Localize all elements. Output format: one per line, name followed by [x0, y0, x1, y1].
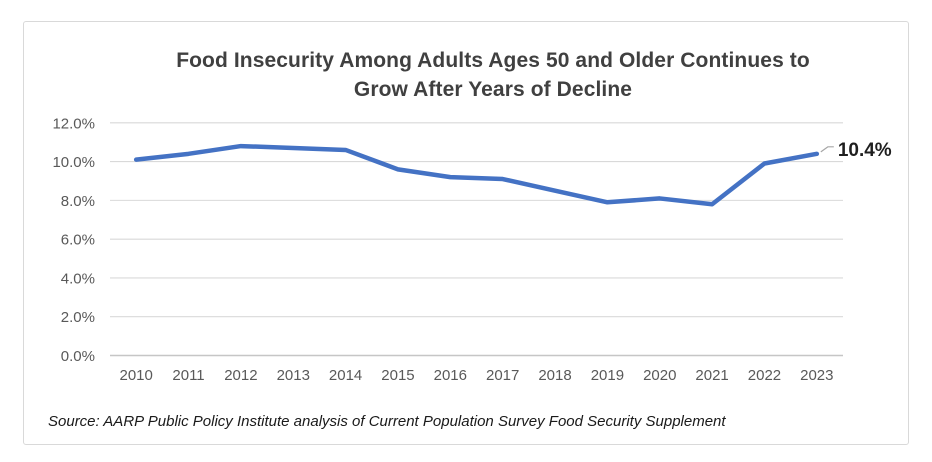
- y-axis-tick-label: 10.0%: [52, 154, 95, 171]
- x-axis-tick-label: 2013: [277, 367, 310, 384]
- x-axis-tick-label: 2010: [119, 367, 152, 384]
- x-axis-tick-label: 2011: [172, 367, 204, 384]
- x-axis-tick-label: 2022: [748, 367, 781, 384]
- y-axis-tick-label: 4.0%: [61, 270, 95, 287]
- y-axis-tick-label: 8.0%: [61, 193, 95, 210]
- y-axis-tick-label: 0.0%: [61, 348, 95, 365]
- chart-title-line-1: Food Insecurity Among Adults Ages 50 and…: [176, 49, 810, 72]
- x-axis-tick-label: 2018: [538, 367, 571, 384]
- line-chart: 0.0% 2.0% 4.0% 6.0% 8.0% 10.0% 12.0% 2010 2011 20…: [52, 115, 892, 384]
- source-note: Source: AARP Public Policy Institute ana…: [48, 413, 726, 430]
- y-axis-tick-label: 6.0%: [61, 232, 95, 249]
- y-axis-tick-label: 12.0%: [52, 115, 95, 132]
- chart-title-line-2: Grow After Years of Decline: [353, 78, 633, 101]
- x-axis-tick-label: 2020: [643, 367, 676, 384]
- x-axis-tick-label: 2023: [800, 367, 833, 384]
- x-axis-tick-label: 2021: [695, 367, 728, 384]
- x-axis-tick-label: 2019: [591, 367, 624, 384]
- chart-title: Food Insecurity Among Adults Ages 50 and…: [86, 46, 900, 104]
- data-series-line: [133, 143, 820, 207]
- y-axis-tick-label: 2.0%: [61, 309, 95, 326]
- x-axis-tick-label: 2015: [381, 367, 414, 384]
- x-axis-tick-label: 2017: [486, 367, 519, 384]
- x-axis-tick-label: 2016: [434, 367, 467, 384]
- x-axis-tick-label: 2012: [224, 367, 257, 384]
- data-label-leader-line: [820, 146, 834, 153]
- x-axis-tick-label: 2014: [329, 367, 362, 384]
- chart-card: Food Insecurity Among Adults Ages 50 and…: [23, 21, 909, 445]
- data-label-2023: 10.4%: [838, 140, 892, 161]
